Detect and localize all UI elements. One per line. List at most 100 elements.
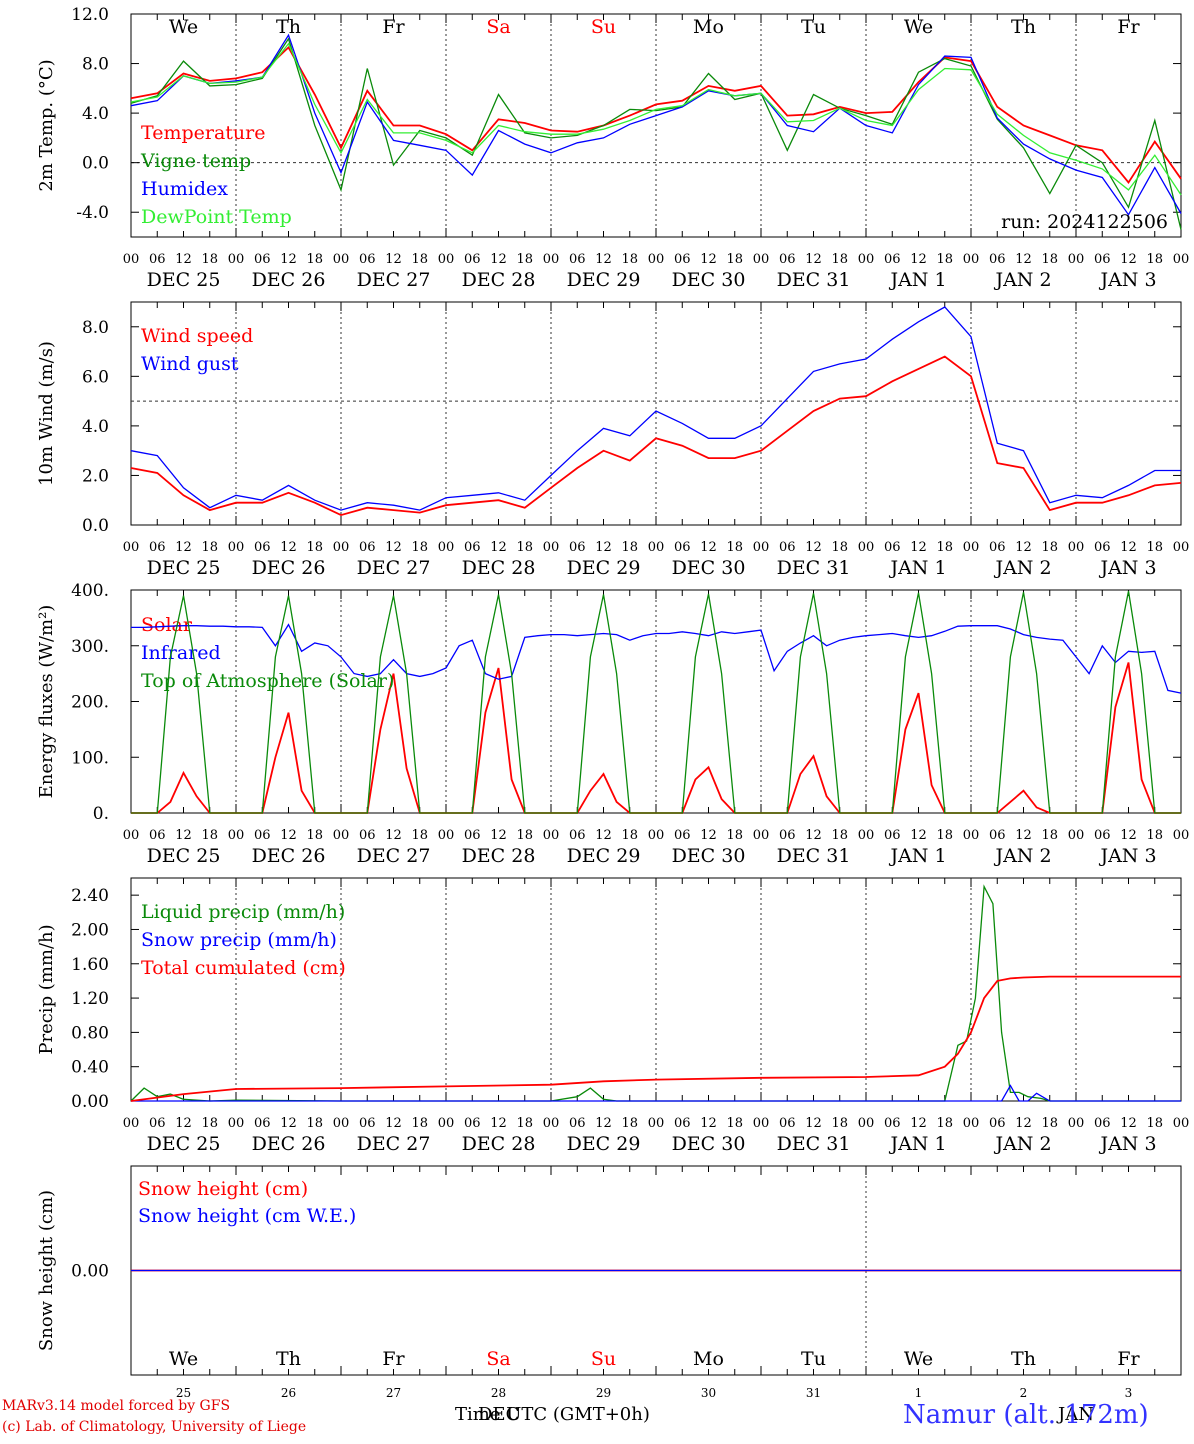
hour-tick-label: 06 (569, 540, 586, 555)
hour-tick-label: 00 (123, 252, 140, 267)
hour-tick-label: 00 (333, 540, 350, 555)
hour-tick-label: 06 (359, 540, 376, 555)
hour-tick-label: 12 (490, 540, 507, 555)
hour-tick-label: 12 (490, 1116, 507, 1131)
date-label: DEC 31 (777, 269, 851, 291)
series-line-infrared (131, 623, 1182, 694)
legend-entry: Liquid precip (mm/h) (141, 901, 345, 923)
hour-tick-label: 18 (411, 828, 428, 843)
hour-tick-label: 00 (543, 252, 560, 267)
day-number: 1 (915, 1386, 923, 1400)
hour-tick-label: 00 (543, 540, 560, 555)
hour-tick-label: 06 (1094, 252, 1111, 267)
hour-tick-label: 06 (254, 828, 271, 843)
hour-tick-label: 12 (280, 828, 297, 843)
hour-tick-label: 18 (936, 540, 953, 555)
date-label: DEC 30 (672, 557, 746, 579)
hour-tick-label: 12 (1120, 1116, 1137, 1131)
hour-tick-label: 06 (569, 828, 586, 843)
hour-tick-label: 12 (595, 540, 612, 555)
hour-tick-label: 12 (1015, 540, 1032, 555)
hour-tick-label: 06 (884, 1116, 901, 1131)
hour-tick-label: 00 (648, 252, 665, 267)
legend-entry: Snow height (cm W.E.) (138, 1205, 356, 1227)
date-label: JAN 1 (888, 557, 946, 579)
day-number: 28 (491, 1386, 506, 1400)
hour-tick-label: 18 (201, 252, 218, 267)
legend-entry: Temperature (141, 122, 265, 144)
day-name: Mo (693, 16, 724, 38)
series-line-vigne-temp (130, 37, 1182, 230)
hour-tick-label: 06 (1094, 540, 1111, 555)
y-tick-label: 0. (93, 804, 109, 824)
date-label: DEC 29 (567, 845, 641, 867)
y-tick-label: 200. (71, 693, 109, 713)
hour-tick-label: 12 (700, 540, 717, 555)
hour-tick-label: 00 (963, 540, 980, 555)
hour-tick-label: 06 (989, 828, 1006, 843)
day-number: 25 (176, 1386, 191, 1400)
date-label: DEC 25 (147, 557, 221, 579)
hour-tick-label: 06 (674, 1116, 691, 1131)
hour-tick-label: 00 (858, 252, 875, 267)
hour-tick-label: 18 (411, 1116, 428, 1131)
legend-entry: DewPoint Temp (141, 206, 292, 228)
date-label: DEC 27 (357, 1133, 431, 1155)
hour-tick-label: 06 (149, 540, 166, 555)
day-name: We (169, 16, 198, 38)
hour-tick-label: 18 (621, 252, 638, 267)
day-name: Fr (382, 16, 405, 38)
hour-tick-label: 06 (359, 1116, 376, 1131)
y-tick-label: 1.20 (71, 989, 109, 1009)
time-axis-jan-label: JAN (1058, 1404, 1094, 1425)
hour-tick-label: 12 (595, 252, 612, 267)
hour-tick-label: 18 (726, 828, 743, 843)
date-label: DEC 26 (252, 269, 326, 291)
hour-tick-label: 00 (753, 828, 770, 843)
day-name: We (904, 16, 933, 38)
hour-tick-label: 18 (516, 252, 533, 267)
hour-tick-label: 00 (438, 252, 455, 267)
day-number: 3 (1125, 1386, 1133, 1400)
hour-tick-label: 06 (464, 1116, 481, 1131)
hour-tick-label: 00 (963, 828, 980, 843)
hour-tick-label: 00 (333, 252, 350, 267)
date-label: DEC 28 (462, 845, 536, 867)
date-label: JAN 1 (888, 845, 946, 867)
hour-tick-label: 00 (543, 828, 560, 843)
hour-tick-label: 12 (910, 828, 927, 843)
hour-tick-label: 12 (175, 828, 192, 843)
hour-tick-label: 06 (149, 252, 166, 267)
y-tick-label: 6.0 (82, 367, 109, 387)
date-label: JAN 3 (1098, 1133, 1156, 1155)
station-name: Namur (alt. 172m) (903, 1400, 1149, 1430)
hour-tick-label: 06 (674, 252, 691, 267)
y-tick-label: -4.0 (76, 203, 109, 223)
y-tick-label: 12.0 (71, 5, 109, 25)
hour-tick-label: 00 (123, 828, 140, 843)
hour-tick-label: 12 (805, 1116, 822, 1131)
hour-tick-label: 18 (726, 252, 743, 267)
hour-tick-label: 06 (779, 540, 796, 555)
date-label: JAN 2 (993, 845, 1051, 867)
hour-tick-label: 18 (936, 828, 953, 843)
hour-tick-label: 18 (1041, 1116, 1058, 1131)
hour-tick-label: 18 (831, 828, 848, 843)
day-name: Fr (382, 1348, 405, 1370)
y-tick-label: 8.0 (82, 55, 109, 75)
hour-tick-label: 12 (280, 1116, 297, 1131)
date-label: JAN 1 (888, 269, 946, 291)
hour-tick-label: 00 (858, 540, 875, 555)
hour-tick-label: 12 (1015, 1116, 1032, 1131)
panel-temperature: 12.0 8.0 4.0 0.0 -4.0 2m Temp. (°C) Temperatur… (36, 5, 1189, 291)
hour-tick-label: 00 (1068, 540, 1085, 555)
day-name: Th (276, 1348, 301, 1370)
hour-tick-label: 12 (490, 252, 507, 267)
hour-tick-label: 00 (858, 828, 875, 843)
day-name: We (904, 1348, 933, 1370)
hour-tick-label: 18 (1146, 252, 1163, 267)
date-label: DEC 29 (567, 557, 641, 579)
hour-tick-label: 12 (700, 828, 717, 843)
hour-tick-label: 18 (306, 540, 323, 555)
